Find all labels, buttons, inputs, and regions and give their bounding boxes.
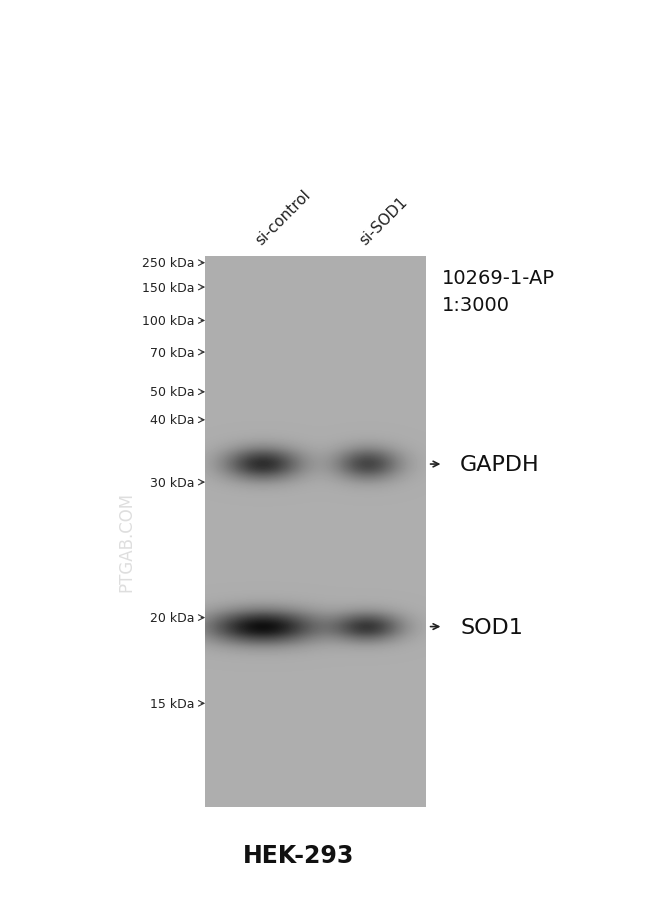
Text: 10269-1-AP: 10269-1-AP: [442, 268, 555, 288]
Text: si-control: si-control: [253, 188, 313, 248]
Text: 150 kDa: 150 kDa: [142, 281, 195, 294]
Text: PTGAB.COM: PTGAB.COM: [118, 492, 136, 591]
Text: GAPDH: GAPDH: [460, 455, 540, 474]
Text: SOD1: SOD1: [460, 617, 523, 637]
Text: 100 kDa: 100 kDa: [142, 315, 195, 327]
Text: si-SOD1: si-SOD1: [357, 195, 410, 248]
Text: 1:3000: 1:3000: [442, 295, 510, 315]
Text: 250 kDa: 250 kDa: [142, 257, 195, 270]
Text: 15 kDa: 15 kDa: [151, 697, 195, 710]
Text: 20 kDa: 20 kDa: [151, 612, 195, 624]
Text: HEK-293: HEK-293: [243, 843, 355, 867]
Text: 40 kDa: 40 kDa: [151, 414, 195, 427]
Text: 70 kDa: 70 kDa: [150, 346, 195, 359]
Text: 50 kDa: 50 kDa: [150, 386, 195, 399]
Text: 30 kDa: 30 kDa: [151, 476, 195, 489]
